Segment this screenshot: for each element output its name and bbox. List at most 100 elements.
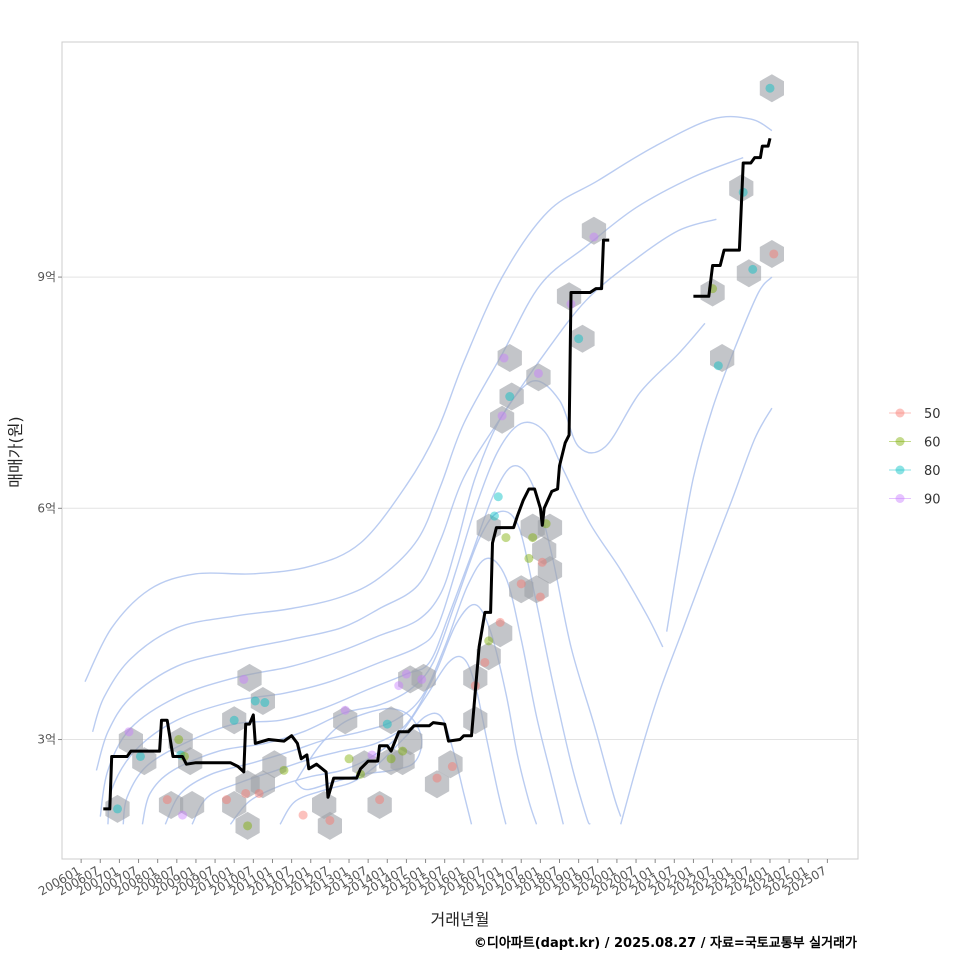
scatter-point xyxy=(243,821,253,831)
density-contour xyxy=(122,465,622,825)
hexbin-cell xyxy=(367,791,392,819)
y-axis-ticks: 3억 6억 9억 xyxy=(37,270,62,747)
y-axis-title: 매매가(원) xyxy=(6,416,25,487)
hexbin-cell xyxy=(463,706,488,735)
hexbin-cell xyxy=(736,259,762,288)
legend-label: 60 xyxy=(924,436,941,451)
scatter-point xyxy=(489,511,499,521)
hexbin-cell xyxy=(581,216,607,245)
scatter-point xyxy=(765,83,775,93)
scatter-point xyxy=(178,810,188,820)
scatter-point xyxy=(124,727,134,737)
hexbin-cell xyxy=(710,344,735,372)
hexbin-cell xyxy=(312,791,337,819)
hexbin-cell xyxy=(222,706,247,735)
scatter-point xyxy=(497,411,507,421)
scatter-point xyxy=(713,361,723,371)
density-contour xyxy=(229,655,507,825)
scatter-point xyxy=(499,353,509,363)
scatter-point xyxy=(229,715,239,725)
scatter-point xyxy=(340,705,350,715)
scatter-point xyxy=(574,334,584,344)
scatter-point xyxy=(325,815,335,825)
scatter-point xyxy=(493,492,503,502)
scatter-point xyxy=(382,719,392,729)
y-tick-label: 6억 xyxy=(37,501,56,515)
scatter-point xyxy=(174,735,184,745)
legend: 50 60 80 90 xyxy=(889,407,941,508)
scatter-point xyxy=(528,533,538,543)
median-line-segment xyxy=(693,137,772,298)
hexbin-cell xyxy=(488,619,513,648)
hexbin-cell xyxy=(497,344,522,372)
hexbin-cell xyxy=(490,405,515,434)
scatter-point xyxy=(298,810,308,820)
hexbin-cell xyxy=(222,791,247,819)
scatter-point xyxy=(769,249,779,259)
hexbin-cell xyxy=(235,811,260,840)
density-contour xyxy=(666,276,773,632)
hexbin-cell xyxy=(526,363,551,392)
scatter-point xyxy=(162,795,172,805)
scatter-point xyxy=(505,392,515,402)
hexbin-cell xyxy=(700,278,725,307)
hexbin-cell xyxy=(424,770,450,799)
hexbin-cell xyxy=(398,727,423,756)
scatter-point xyxy=(239,674,249,684)
legend-label: 80 xyxy=(924,464,941,479)
legend-label: 50 xyxy=(924,407,941,422)
scatter-point xyxy=(250,696,260,706)
scatter-point xyxy=(417,674,427,684)
scatter-point xyxy=(398,746,408,756)
scatter-point xyxy=(533,368,543,378)
hexbin-cell xyxy=(333,706,358,735)
hexbin-cell xyxy=(379,706,404,735)
scatter-point xyxy=(112,804,122,814)
scatter-point xyxy=(495,617,505,627)
hexbin-cell xyxy=(759,74,784,103)
hexbin-cell xyxy=(570,324,595,353)
scatter-point xyxy=(367,750,377,760)
scatter-point xyxy=(279,765,289,775)
scatter-point xyxy=(241,788,251,798)
scatter-point xyxy=(524,553,534,563)
scatter-points xyxy=(112,83,779,831)
scatter-point xyxy=(222,795,232,805)
hexbin-cell xyxy=(168,727,193,756)
legend-key-dot xyxy=(895,494,905,503)
hexbin-cell xyxy=(262,750,287,779)
hexbin-cell xyxy=(158,791,184,819)
scatter-point xyxy=(135,751,145,761)
scatter-point xyxy=(432,773,442,783)
legend-key-dot xyxy=(895,408,905,418)
scatter-point xyxy=(516,579,526,589)
scatter-point xyxy=(535,592,545,602)
density-contour xyxy=(107,421,664,825)
hexbin-cell xyxy=(476,642,501,671)
density-contour xyxy=(95,218,717,771)
hexbin-cell xyxy=(237,663,262,692)
scatter-point xyxy=(447,762,457,772)
scatter-point xyxy=(386,754,396,764)
scatter-point xyxy=(254,788,264,798)
hexbin-cell xyxy=(537,556,563,584)
y-tick-label: 9억 xyxy=(37,270,56,284)
hexbin-cell xyxy=(438,750,463,779)
hexbin-cell xyxy=(411,663,436,692)
scatter-point xyxy=(344,754,354,764)
density-contour xyxy=(620,407,773,825)
scatter-point xyxy=(375,795,385,805)
median-price-line xyxy=(103,137,772,811)
scatter-point xyxy=(484,636,494,646)
legend-key-dot xyxy=(895,437,905,446)
x-axis-title: 거래년월 xyxy=(431,910,490,929)
scatter-point xyxy=(394,681,404,691)
scatter-point xyxy=(480,657,490,667)
hexbin-cell xyxy=(180,791,205,819)
hexbin-cell xyxy=(759,240,784,268)
legend-label: 90 xyxy=(924,493,941,508)
density-contour xyxy=(141,510,591,825)
median-line-segment xyxy=(103,238,610,811)
hexbin-cell xyxy=(499,382,524,411)
